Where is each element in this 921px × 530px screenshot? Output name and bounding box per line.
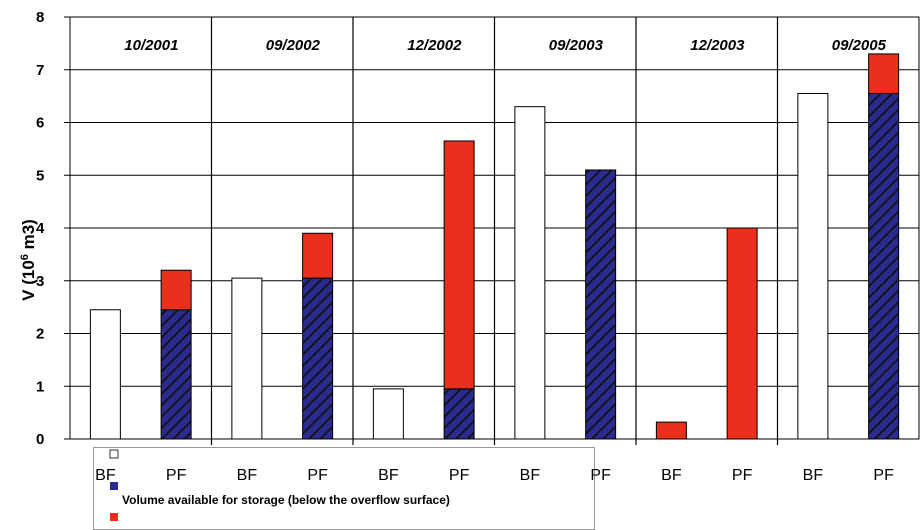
bar-above	[302, 232, 334, 279]
bar-empty	[514, 106, 546, 440]
x-tick-label: PF	[307, 467, 328, 484]
legend-swatch	[110, 482, 118, 490]
y-axis-title: V (106 m3)	[19, 219, 38, 301]
bar-empty	[231, 277, 263, 440]
y-tick-label: 4	[36, 220, 45, 237]
bar-storage	[585, 169, 617, 440]
y-tick-label: 3	[36, 273, 44, 290]
bar-storage	[160, 309, 192, 440]
y-tick-label: 8	[36, 9, 44, 26]
bar-empty	[89, 309, 121, 440]
y-tick-label: 5	[36, 167, 44, 184]
y-tick-label: 2	[36, 326, 44, 343]
x-tick-label: PF	[449, 467, 470, 484]
period-label: 09/2002	[266, 37, 321, 54]
bar-above	[726, 227, 758, 440]
x-tick-label: BF	[661, 467, 682, 484]
period-label: 09/2005	[832, 37, 887, 54]
period-label: 12/2003	[690, 37, 745, 54]
x-tick-label: BF	[803, 467, 824, 484]
x-tick-label: BF	[378, 467, 399, 484]
x-tick-label: PF	[166, 467, 187, 484]
bar-empty	[372, 388, 404, 440]
y-tick-label: 0	[36, 431, 44, 448]
bar-above	[655, 421, 687, 440]
x-tick-label: BF	[520, 467, 541, 484]
bar-above	[868, 53, 900, 94]
y-tick-labels: 0 1 2 3 4 5 6 7 8	[36, 9, 45, 448]
period-labels: 10/2001 09/2002 12/2002 09/2003 12/2003 09/20…	[124, 37, 886, 54]
x-tick-label: PF	[590, 467, 611, 484]
bar-above	[443, 140, 475, 390]
x-tick-labels: BF PF BF PF BF PF BF PF BF PF BF PF	[95, 467, 894, 484]
y-tick-label: 1	[36, 378, 44, 395]
legend-swatch	[109, 449, 119, 459]
bar-above	[160, 269, 192, 311]
x-tick-label: BF	[95, 467, 116, 484]
bars	[89, 53, 900, 440]
legend-label: Volume available for storage (below the …	[122, 493, 450, 507]
bar-empty	[797, 92, 829, 440]
y-tick-label: 6	[36, 115, 44, 132]
period-label: 10/2001	[124, 37, 178, 54]
period-dividers	[210, 17, 779, 445]
bar-storage	[868, 92, 900, 440]
x-tick-label: BF	[237, 467, 258, 484]
period-label: 09/2003	[549, 37, 604, 54]
period-label: 12/2002	[407, 37, 462, 54]
y-tick-label: 7	[36, 62, 44, 79]
x-tick-label: PF	[873, 467, 894, 484]
legend-items: Volume available for storage (below the …	[109, 449, 450, 521]
legend-swatch	[110, 513, 118, 521]
legend	[93, 447, 595, 530]
x-tick-label: PF	[732, 467, 753, 484]
